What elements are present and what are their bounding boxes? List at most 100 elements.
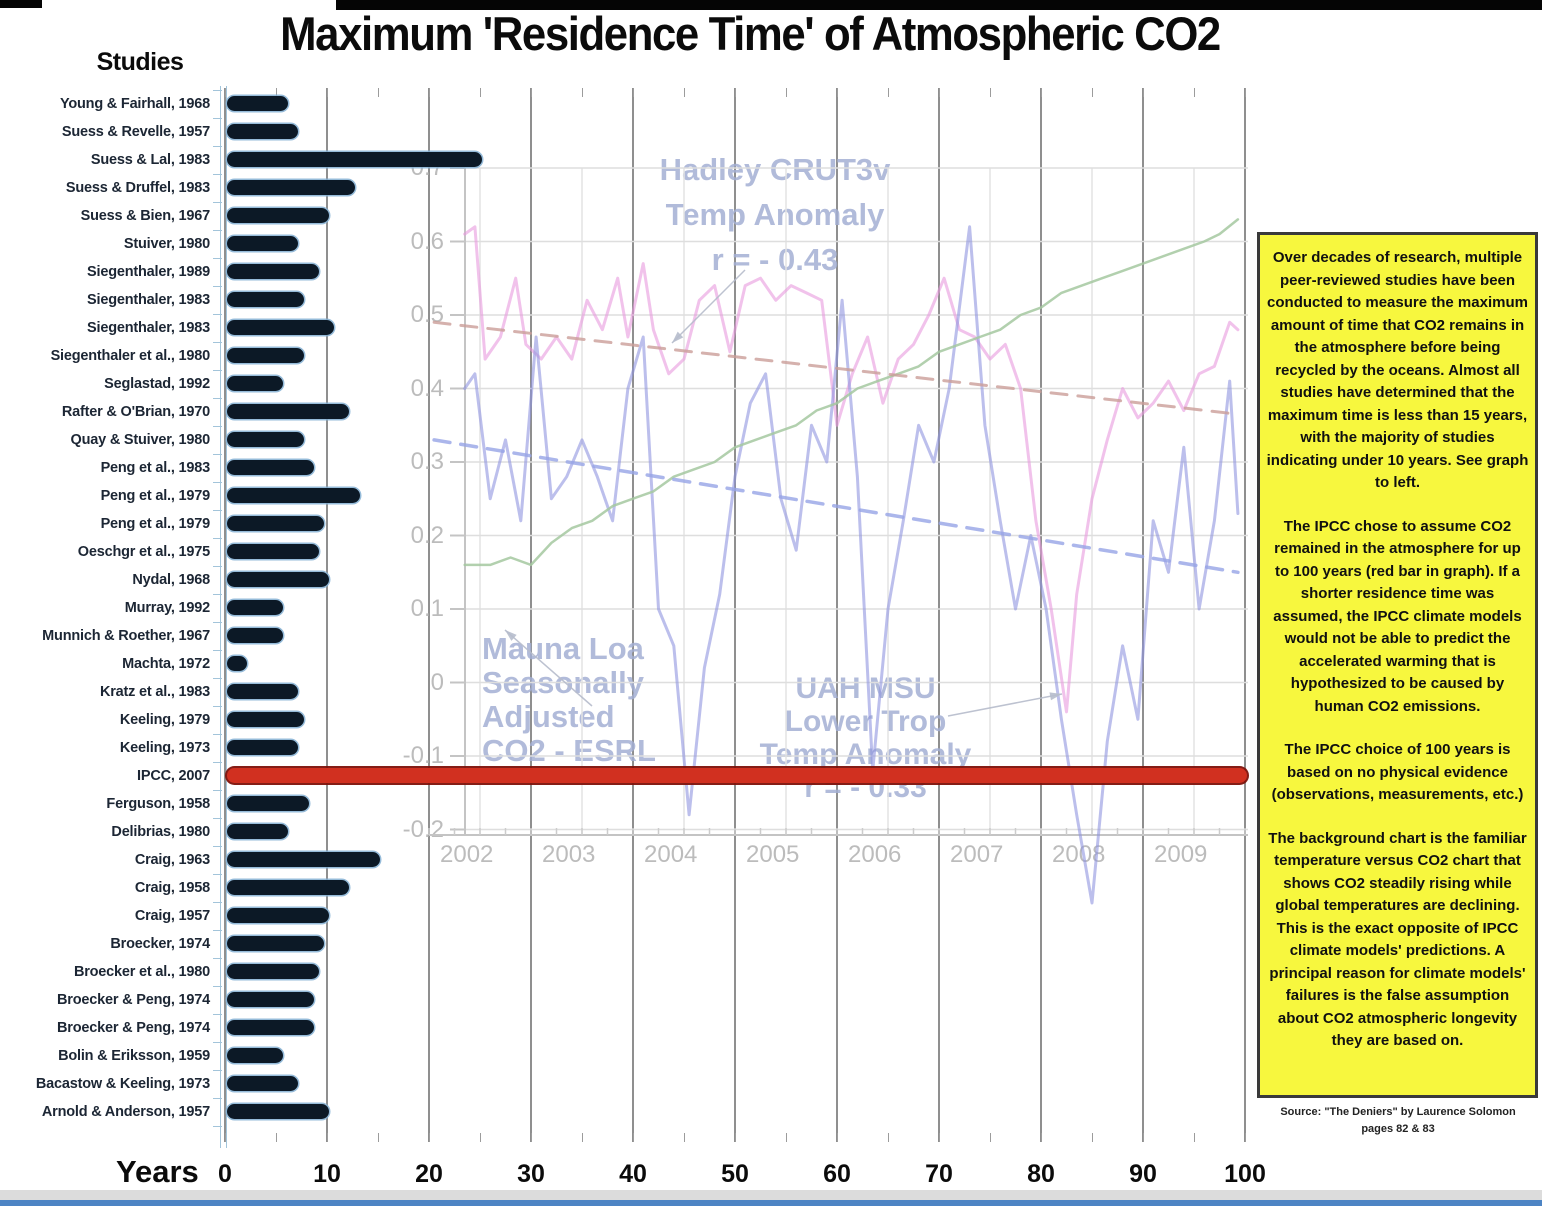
- minor-tick-top: [480, 88, 481, 97]
- minor-tick-bottom: [225, 1133, 226, 1142]
- study-bar: [227, 292, 304, 307]
- minor-tick-bottom: [1245, 1133, 1246, 1142]
- x-axis-tick-label: 70: [925, 1160, 953, 1188]
- axis-row-tick: [213, 594, 222, 595]
- axis-row-tick: [213, 1014, 222, 1015]
- study-bar: [227, 992, 314, 1007]
- annotation-arrowhead: [505, 630, 517, 641]
- study-label: Suess & Lal, 1983: [90, 152, 210, 168]
- study-label: Siegenthaler, 1983: [87, 292, 210, 308]
- minor-tick-top: [225, 88, 226, 97]
- study-bar: [227, 908, 329, 923]
- decade-gridline: [836, 88, 838, 1142]
- study-bar: [227, 824, 289, 839]
- study-label: Munnich & Roether, 1967: [42, 628, 210, 644]
- decade-gridline: [224, 88, 226, 1142]
- minor-tick-bottom: [531, 1133, 532, 1142]
- axis-row-tick: [213, 118, 222, 119]
- study-label: Quay & Stuiver, 1980: [70, 432, 211, 448]
- study-bar: [227, 600, 284, 615]
- study-bar: [227, 572, 329, 587]
- source-line-1: Source: "The Deniers" by Laurence Solomo…: [1280, 1106, 1516, 1118]
- study-label: Kratz et al., 1983: [99, 684, 210, 700]
- commentary-paragraph: The IPCC chose to assume CO2 remained in…: [1273, 517, 1522, 715]
- x-axis-tick-label: 30: [517, 1160, 545, 1188]
- minor-tick-bottom: [429, 1133, 430, 1142]
- decade-gridline: [428, 88, 430, 1142]
- study-label: Suess & Druffel, 1983: [65, 180, 210, 196]
- bg-x-tick-label: 2006: [848, 841, 902, 868]
- study-bar: [227, 236, 299, 251]
- series-uah-trend: [432, 438, 1240, 575]
- minor-tick-top: [1245, 88, 1246, 97]
- axis-row-tick: [213, 286, 222, 287]
- minor-tick-bottom: [888, 1133, 889, 1142]
- minor-tick-top: [990, 88, 991, 97]
- study-label: Bacastow & Keeling, 1973: [35, 1076, 210, 1092]
- axis-row-tick: [213, 678, 222, 679]
- axis-row-tick: [213, 342, 222, 343]
- study-label: Peng et al., 1979: [100, 516, 211, 532]
- minor-tick-top: [327, 88, 328, 97]
- commentary-paragraph: The background chart is the familiar tem…: [1268, 829, 1527, 1050]
- axis-row-tick: [213, 846, 222, 847]
- axis-row-tick: [213, 790, 222, 791]
- minor-tick-top: [1041, 88, 1042, 97]
- study-label: Bolin & Eriksson, 1959: [58, 1048, 210, 1064]
- bg-y-tick-label: 0.1: [410, 595, 444, 622]
- minor-tick-top: [429, 88, 430, 97]
- minor-tick-top: [786, 88, 787, 97]
- axis-row-tick: [213, 874, 222, 875]
- study-bar: [227, 544, 319, 559]
- study-label: Keeling, 1979: [119, 712, 210, 728]
- study-bar: [227, 684, 299, 699]
- study-label: Keeling, 1973: [119, 740, 210, 756]
- study-label: Broecker & Peng, 1974: [57, 992, 210, 1008]
- minor-tick-top: [1194, 88, 1195, 97]
- axis-row-tick: [213, 230, 222, 231]
- series-uah-msu-lower-trop-temp-anomaly: [463, 225, 1240, 905]
- study-label: Ferguson, 1958: [106, 796, 210, 812]
- axis-row-tick: [213, 258, 222, 259]
- study-bar: [227, 264, 319, 279]
- study-label: Nydal, 1968: [132, 572, 210, 588]
- minor-tick-bottom: [1092, 1133, 1093, 1142]
- study-bar: [227, 152, 482, 167]
- study-bar: [227, 656, 248, 671]
- minor-tick-bottom: [327, 1133, 328, 1142]
- annotation-arrowhead: [672, 331, 684, 343]
- bg-x-tick-label: 2003: [542, 841, 596, 868]
- axis-row-tick: [213, 1042, 222, 1043]
- bar-axis-line: [220, 86, 221, 1148]
- axis-row-tick: [213, 706, 222, 707]
- study-label: Craig, 1963: [134, 852, 210, 868]
- bg-y-tick-label: 0.3: [410, 448, 444, 475]
- bg-y-tick-label: -0.2: [402, 815, 444, 843]
- study-label: Siegenthaler, 1983: [87, 320, 210, 336]
- study-label: Broecker, 1974: [110, 936, 210, 952]
- axis-row-tick: [213, 1098, 222, 1099]
- bottom-blue-strip: [0, 1200, 1542, 1206]
- bg-y-tick-label: -0.1: [402, 742, 444, 769]
- decade-gridline: [938, 88, 940, 1142]
- bg-y-tick-label: 0.6: [410, 227, 444, 255]
- study-label: Siegenthaler et al., 1980: [50, 348, 211, 364]
- study-label: Suess & Revelle, 1957: [61, 124, 210, 140]
- minor-tick-top: [1143, 88, 1144, 97]
- study-bar: [227, 1020, 314, 1035]
- minor-tick-top: [531, 88, 532, 97]
- minor-tick-top: [939, 88, 940, 97]
- axis-row-tick: [213, 538, 222, 539]
- commentary-paragraph: Over decades of research, multiple peer-…: [1266, 249, 1529, 491]
- study-label: Rafter & O'Brian, 1970: [61, 404, 210, 420]
- axis-row-tick: [213, 622, 222, 623]
- annotation-mauna-loa: Mauna Loa Seasonally Adjusted CO2 - ESRL: [482, 631, 656, 769]
- study-label: Arnold & Anderson, 1957: [41, 1104, 210, 1120]
- minor-tick-top: [1092, 88, 1093, 97]
- axis-row-tick: [213, 398, 222, 399]
- bar-axis-line: [226, 86, 227, 1148]
- source-line-2: pages 82 & 83: [1361, 1122, 1435, 1135]
- top-left-strip: [0, 0, 42, 8]
- study-bar: [227, 180, 355, 195]
- series-hadley-trend: [432, 320, 1240, 416]
